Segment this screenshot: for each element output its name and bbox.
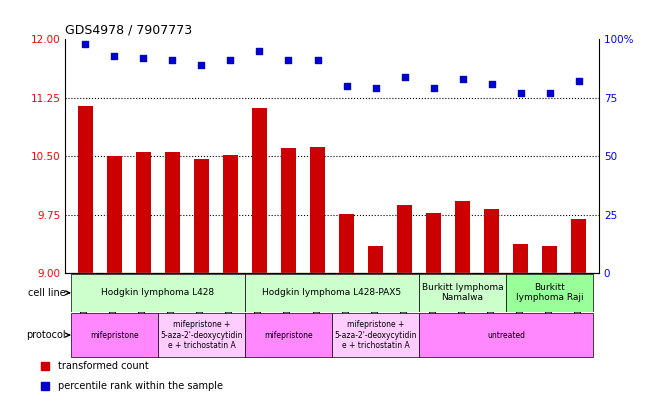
Bar xyxy=(194,158,209,273)
Bar xyxy=(419,274,506,312)
Bar xyxy=(455,201,470,273)
Point xyxy=(109,53,120,59)
Text: GDS4978 / 7907773: GDS4978 / 7907773 xyxy=(65,24,192,37)
Bar xyxy=(245,313,332,357)
Bar xyxy=(484,209,499,273)
Text: mifepristone +
5-aza-2'-deoxycytidin
e + trichostatin A: mifepristone + 5-aza-2'-deoxycytidin e +… xyxy=(160,320,243,350)
Point xyxy=(196,62,206,68)
Bar xyxy=(71,274,245,312)
Point xyxy=(255,48,265,54)
Bar xyxy=(136,152,150,273)
Point xyxy=(370,85,381,92)
Text: Burkitt
lymphoma Raji: Burkitt lymphoma Raji xyxy=(516,283,583,303)
Bar xyxy=(426,213,441,273)
Bar xyxy=(339,214,353,273)
Point xyxy=(312,57,323,64)
Text: mifepristone: mifepristone xyxy=(264,331,312,340)
Point xyxy=(399,73,409,80)
Bar xyxy=(514,244,528,273)
Text: cell line: cell line xyxy=(28,288,70,298)
Point xyxy=(574,78,584,84)
Bar xyxy=(78,106,92,273)
Bar xyxy=(245,274,419,312)
Bar xyxy=(107,156,122,273)
Bar xyxy=(311,147,325,273)
Text: percentile rank within the sample: percentile rank within the sample xyxy=(58,381,223,391)
Bar xyxy=(506,274,593,312)
Text: Hodgkin lymphoma L428: Hodgkin lymphoma L428 xyxy=(102,288,214,297)
Bar xyxy=(281,149,296,273)
Bar xyxy=(542,246,557,273)
Point xyxy=(486,81,497,87)
Bar xyxy=(368,246,383,273)
Bar xyxy=(252,108,267,273)
Bar xyxy=(397,205,412,273)
Point xyxy=(225,57,236,64)
Bar xyxy=(572,219,586,273)
Text: untreated: untreated xyxy=(487,331,525,340)
Bar xyxy=(158,313,245,357)
Text: transformed count: transformed count xyxy=(58,362,149,371)
Text: mifepristone +
5-aza-2'-deoxycytidin
e + trichostatin A: mifepristone + 5-aza-2'-deoxycytidin e +… xyxy=(334,320,417,350)
Point xyxy=(341,83,352,89)
Point xyxy=(167,57,178,64)
Bar xyxy=(165,152,180,273)
Bar xyxy=(419,313,593,357)
Point xyxy=(138,55,148,61)
Point xyxy=(428,85,439,92)
Point xyxy=(544,90,555,96)
Text: Burkitt lymphoma
Namalwa: Burkitt lymphoma Namalwa xyxy=(422,283,503,303)
Text: mifepristone: mifepristone xyxy=(90,331,139,340)
Point xyxy=(283,57,294,64)
Point xyxy=(516,90,526,96)
Bar xyxy=(71,313,158,357)
Text: protocol: protocol xyxy=(26,330,70,340)
Text: Hodgkin lymphoma L428-PAX5: Hodgkin lymphoma L428-PAX5 xyxy=(262,288,402,297)
Point xyxy=(458,76,468,82)
Bar xyxy=(332,313,419,357)
Bar xyxy=(223,155,238,273)
Point xyxy=(80,41,90,47)
